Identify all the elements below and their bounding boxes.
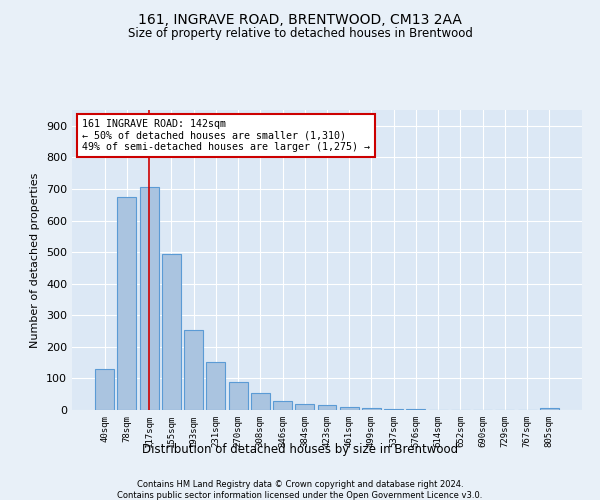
Bar: [295, 404, 314, 410]
Bar: [251, 392, 270, 410]
Bar: [273, 402, 292, 410]
Bar: [540, 408, 559, 410]
Text: Contains HM Land Registry data © Crown copyright and database right 2024.: Contains HM Land Registry data © Crown c…: [137, 480, 463, 489]
Bar: [340, 407, 359, 410]
Bar: [162, 254, 181, 410]
Bar: [118, 197, 136, 410]
Text: 161 INGRAVE ROAD: 142sqm
← 50% of detached houses are smaller (1,310)
49% of sem: 161 INGRAVE ROAD: 142sqm ← 50% of detach…: [82, 119, 370, 152]
Bar: [384, 409, 403, 410]
Text: Size of property relative to detached houses in Brentwood: Size of property relative to detached ho…: [128, 28, 472, 40]
Bar: [362, 408, 381, 410]
Bar: [140, 188, 158, 410]
Bar: [206, 362, 225, 410]
Bar: [95, 369, 114, 410]
Bar: [317, 406, 337, 410]
Text: Contains public sector information licensed under the Open Government Licence v3: Contains public sector information licen…: [118, 491, 482, 500]
Text: Distribution of detached houses by size in Brentwood: Distribution of detached houses by size …: [142, 442, 458, 456]
Text: 161, INGRAVE ROAD, BRENTWOOD, CM13 2AA: 161, INGRAVE ROAD, BRENTWOOD, CM13 2AA: [138, 12, 462, 26]
Bar: [229, 382, 248, 410]
Bar: [184, 330, 203, 410]
Y-axis label: Number of detached properties: Number of detached properties: [31, 172, 40, 348]
